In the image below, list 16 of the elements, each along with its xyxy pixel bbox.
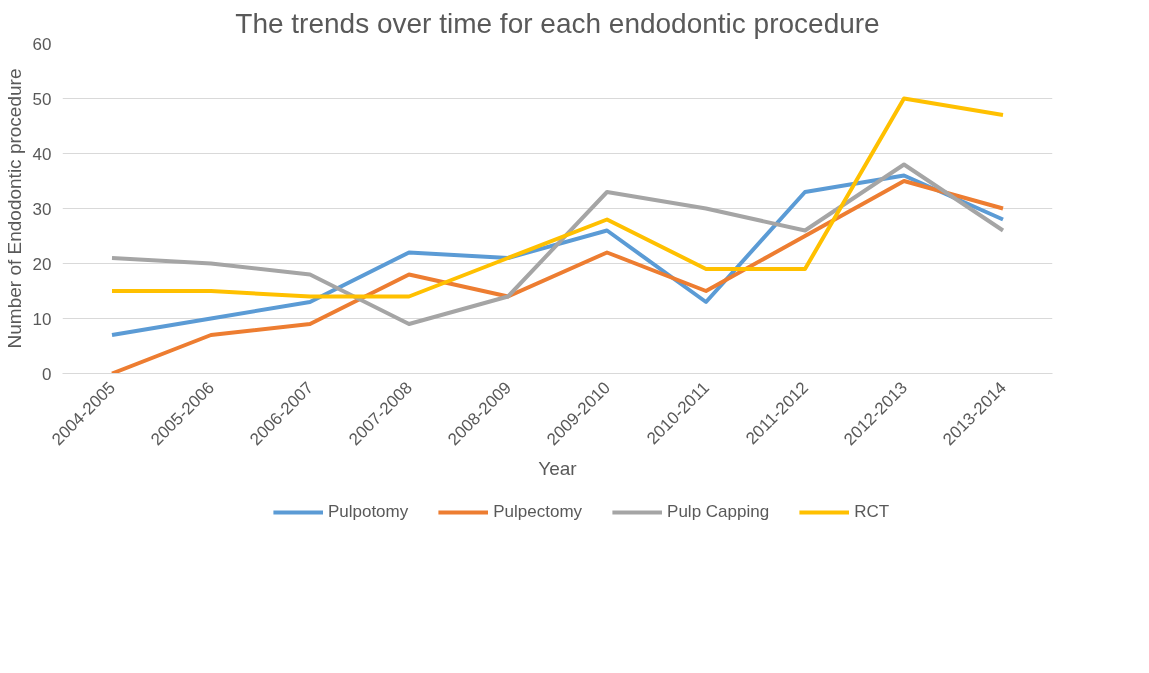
legend-label: RCT [854, 502, 890, 522]
y-tick-label: 0 [42, 364, 52, 384]
legend-label: Pulpotomy [327, 502, 409, 522]
legend-label: Pulp Capping [667, 502, 770, 522]
y-tick-label: 30 [32, 199, 52, 219]
line-series [110, 96, 1005, 299]
y-tick-label: 60 [32, 34, 52, 54]
y-tick-label: 10 [32, 309, 52, 329]
y-tick-label: 20 [32, 254, 52, 274]
y-tick-label: 40 [32, 144, 52, 164]
y-tick-label: 50 [32, 89, 52, 109]
x-axis-title: Year [538, 458, 578, 480]
line-series [110, 179, 1005, 374]
legend-label: Pulpectomy [493, 502, 583, 522]
y-axis-title: Number of Endodontic procedure [3, 68, 25, 349]
chart-title: The trends over time for each endodontic procedure [235, 7, 880, 39]
